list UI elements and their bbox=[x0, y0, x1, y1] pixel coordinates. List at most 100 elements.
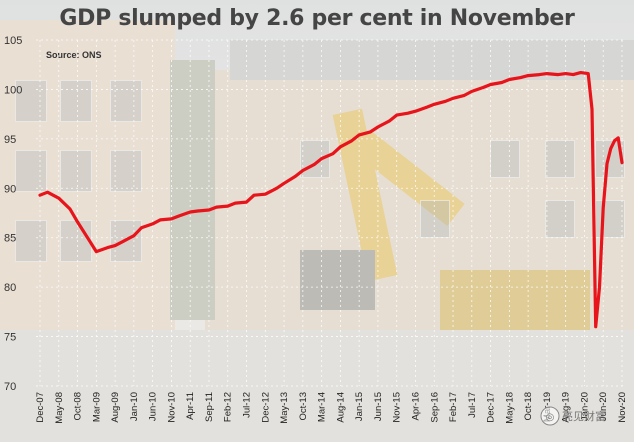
data-point bbox=[46, 191, 49, 194]
data-point bbox=[526, 74, 530, 77]
data-point bbox=[481, 86, 485, 89]
y-tick-label: 95 bbox=[4, 134, 16, 146]
x-tick-label: Jun-20 bbox=[598, 392, 609, 421]
building-left bbox=[0, 20, 175, 350]
x-axis-ticks: Dec-07 May-08 Oct-08 Mar-09 Aug-09 Jan-10 Jun-… bbox=[35, 392, 628, 424]
data-point bbox=[395, 113, 398, 117]
y-tick-label: 100 bbox=[4, 84, 22, 96]
series-layer bbox=[38, 71, 624, 329]
data-point bbox=[294, 175, 297, 178]
y-tick-label: 80 bbox=[4, 282, 16, 294]
data-point bbox=[68, 207, 72, 211]
data-point bbox=[545, 72, 549, 75]
y-tick-label: 90 bbox=[4, 183, 16, 195]
x-tick-label: Jul-17 bbox=[467, 392, 478, 418]
data-point bbox=[113, 244, 117, 247]
x-tick-label: Dec-12 bbox=[260, 392, 271, 423]
data-point bbox=[557, 73, 560, 76]
svg-text:◎: ◎ bbox=[546, 412, 555, 423]
x-tick-label: Jan-10 bbox=[129, 392, 140, 421]
x-tick-label: Nov-10 bbox=[166, 392, 177, 423]
x-tick-label: Mar-09 bbox=[91, 392, 102, 422]
data-point bbox=[177, 214, 181, 218]
data-point bbox=[620, 161, 624, 164]
data-point bbox=[301, 169, 304, 172]
data-point bbox=[489, 83, 492, 86]
data-point bbox=[613, 139, 616, 142]
x-tick-label: Jan-20 bbox=[579, 392, 590, 421]
y-axis-ticks: 70 75 80 85 90 95 100 105 bbox=[4, 35, 22, 393]
data-point bbox=[376, 125, 380, 129]
trees bbox=[170, 60, 215, 320]
x-tick-label: May-08 bbox=[54, 392, 65, 424]
x-tick-label: Feb-12 bbox=[223, 392, 234, 422]
x-tick-label: Sep-11 bbox=[204, 392, 215, 422]
data-point bbox=[598, 285, 601, 289]
data-point bbox=[406, 112, 410, 115]
x-tick-label: May-18 bbox=[504, 392, 515, 424]
data-point bbox=[38, 194, 42, 197]
x-tick-label: Apr-16 bbox=[410, 392, 421, 421]
x-tick-label: Nov-15 bbox=[392, 392, 403, 423]
data-point bbox=[95, 250, 98, 253]
x-tick-label: Dec-17 bbox=[486, 392, 497, 423]
x-tick-label: Oct-18 bbox=[523, 392, 534, 421]
watermark-text: 亮见财富 bbox=[562, 409, 606, 423]
data-point bbox=[579, 71, 582, 74]
x-tick-label: Sep-16 bbox=[429, 392, 440, 423]
series-line-0 bbox=[38, 71, 624, 329]
data-point bbox=[369, 130, 372, 134]
x-tick-label: Oct-08 bbox=[73, 392, 84, 421]
data-point bbox=[414, 110, 417, 113]
x-tick-label: Jul-12 bbox=[242, 392, 253, 418]
data-point bbox=[451, 97, 455, 100]
x-tick-label: Jan-15 bbox=[354, 392, 365, 421]
y-tick-label: 75 bbox=[4, 332, 16, 344]
data-point bbox=[207, 208, 211, 212]
data-point bbox=[358, 133, 361, 137]
chart-source: Source: ONS bbox=[46, 50, 102, 60]
data-point bbox=[508, 78, 511, 81]
data-point bbox=[433, 103, 436, 106]
data-point bbox=[252, 194, 256, 197]
data-point bbox=[275, 187, 278, 190]
y-tick-label: 70 bbox=[4, 381, 16, 393]
data-point bbox=[572, 73, 575, 76]
data-point bbox=[106, 246, 109, 249]
data-point bbox=[320, 157, 323, 160]
data-point bbox=[519, 76, 522, 79]
data-point bbox=[151, 222, 154, 226]
data-point bbox=[609, 147, 612, 150]
data-point bbox=[331, 152, 335, 155]
watermark-logo: ◎ 亮见财富 bbox=[540, 406, 606, 426]
data-point bbox=[121, 240, 124, 243]
x-tick-label: Jun-10 bbox=[148, 392, 159, 421]
excavator-body bbox=[440, 270, 590, 340]
data-point bbox=[605, 162, 609, 165]
data-point bbox=[617, 136, 620, 140]
gridlines bbox=[36, 39, 626, 387]
data-point bbox=[189, 210, 192, 214]
data-point bbox=[87, 238, 91, 241]
data-point bbox=[140, 226, 143, 229]
x-tick-label: Aug-14 bbox=[335, 392, 346, 423]
x-tick-label: Apr-11 bbox=[185, 392, 196, 420]
data-point bbox=[602, 206, 605, 210]
x-tick-label: Mar-14 bbox=[317, 392, 328, 422]
data-point bbox=[590, 108, 594, 111]
data-point bbox=[470, 90, 473, 93]
data-point bbox=[425, 106, 428, 109]
data-point bbox=[538, 73, 541, 76]
data-point bbox=[76, 220, 79, 224]
x-tick-label: Nov-20 bbox=[617, 392, 628, 423]
data-point bbox=[234, 201, 237, 205]
y-tick-label: 105 bbox=[4, 35, 22, 47]
x-tick-label: Aug-09 bbox=[110, 392, 121, 423]
x-tick-label: May-13 bbox=[279, 392, 290, 424]
data-point bbox=[594, 325, 597, 328]
data-point bbox=[264, 193, 267, 196]
data-point bbox=[215, 205, 218, 209]
chart-title: GDP slumped by 2.6 per cent in November bbox=[59, 6, 575, 31]
